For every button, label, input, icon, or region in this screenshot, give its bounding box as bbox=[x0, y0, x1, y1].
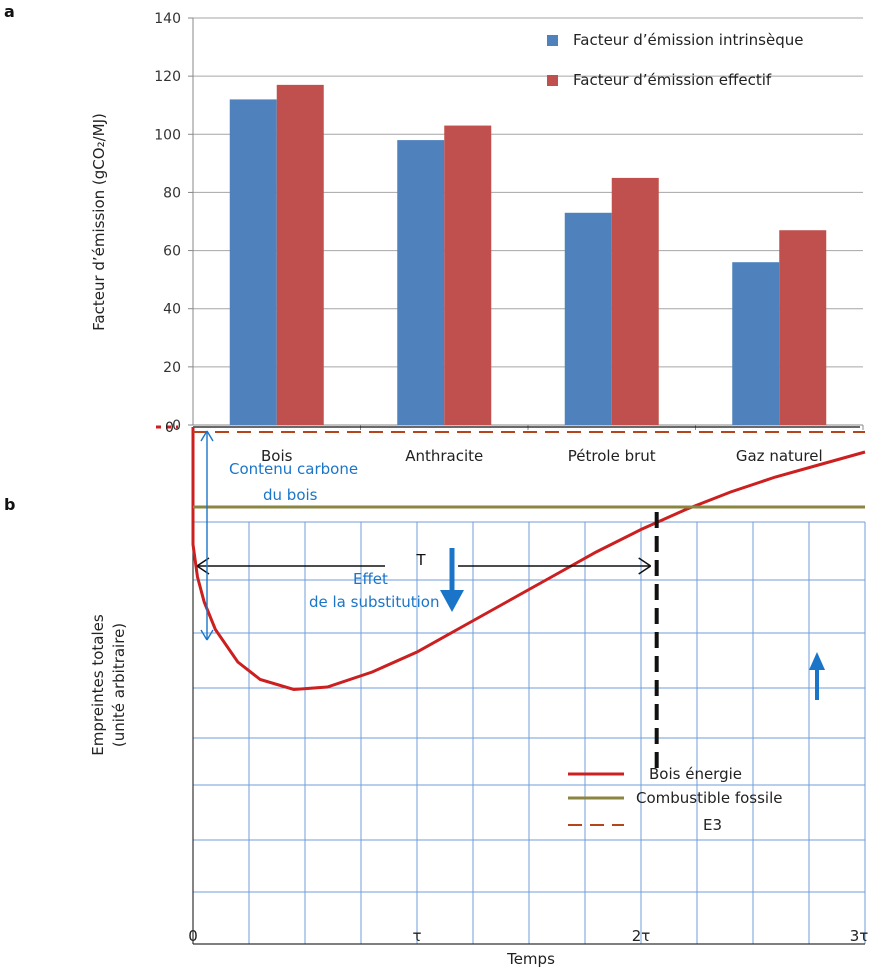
y-tick-label: 20 bbox=[163, 360, 181, 376]
y-tick-label: 60 bbox=[163, 244, 181, 260]
y-tick-label: 80 bbox=[163, 185, 181, 201]
y-tick-label: 140 bbox=[154, 11, 181, 27]
annotation-carbon-1: Contenu carbone bbox=[229, 460, 358, 478]
legend-label: Combustible fossile bbox=[636, 789, 783, 807]
bar-effective bbox=[276, 84, 324, 425]
annotation-substitution-2: de la substitution bbox=[309, 593, 439, 611]
bar-effective bbox=[611, 177, 659, 425]
legend-swatch bbox=[547, 75, 558, 86]
arrowhead bbox=[638, 557, 652, 575]
y-axis-sublabel: (unité arbitraire) bbox=[110, 623, 128, 747]
x-tick-label: Bois bbox=[261, 447, 293, 465]
x-tick-label: 2τ bbox=[632, 927, 651, 945]
bar-intrinsic bbox=[229, 99, 277, 426]
y-tick-label: 120 bbox=[154, 69, 181, 85]
x-tick-label: Pétrole brut bbox=[568, 447, 656, 465]
x-tick-label: τ bbox=[412, 927, 421, 945]
panel-b-letter: b bbox=[4, 495, 16, 514]
arrowhead bbox=[809, 652, 825, 670]
y-axis-label: Empreintes totales bbox=[89, 614, 107, 756]
legend-label: Facteur d’émission effectif bbox=[573, 71, 772, 89]
x-tick-label: 3τ bbox=[850, 927, 869, 945]
y-tick-label: 40 bbox=[163, 302, 181, 318]
bar-effective bbox=[444, 125, 492, 426]
arrowhead bbox=[440, 590, 464, 612]
bar-chart-emission-factors: 0 20 40 60 80 100 120 140 Facteur d’émission (gC… bbox=[90, 11, 864, 465]
annotation-substitution-1: Effet bbox=[353, 570, 388, 588]
bar-effective bbox=[779, 230, 827, 425]
y-tick-label: 100 bbox=[154, 127, 181, 143]
legend-label: E3 bbox=[703, 816, 722, 834]
x-axis-label: Temps bbox=[506, 950, 555, 968]
bar-intrinsic bbox=[564, 212, 612, 425]
arrowhead bbox=[200, 430, 214, 641]
bar-intrinsic bbox=[397, 140, 445, 425]
x-tick-label: Anthracite bbox=[405, 447, 483, 465]
x-tick-label: Gaz naturel bbox=[736, 447, 823, 465]
y-tick-label: 0 bbox=[165, 420, 174, 436]
series-line bbox=[191, 427, 866, 692]
legend-swatch bbox=[547, 35, 558, 46]
panel-a-letter: a bbox=[4, 2, 15, 21]
y-axis-label: Facteur d’émission (gCO₂/MJ) bbox=[90, 113, 108, 331]
period-label: T bbox=[415, 551, 426, 569]
legend-label: Bois énergie bbox=[649, 765, 742, 783]
legend-label: Facteur d’émission intrinsèque bbox=[573, 31, 804, 49]
bar-intrinsic bbox=[732, 262, 780, 425]
annotation-carbon-2: du bois bbox=[263, 486, 318, 504]
x-tick-label: 0 bbox=[188, 927, 198, 945]
